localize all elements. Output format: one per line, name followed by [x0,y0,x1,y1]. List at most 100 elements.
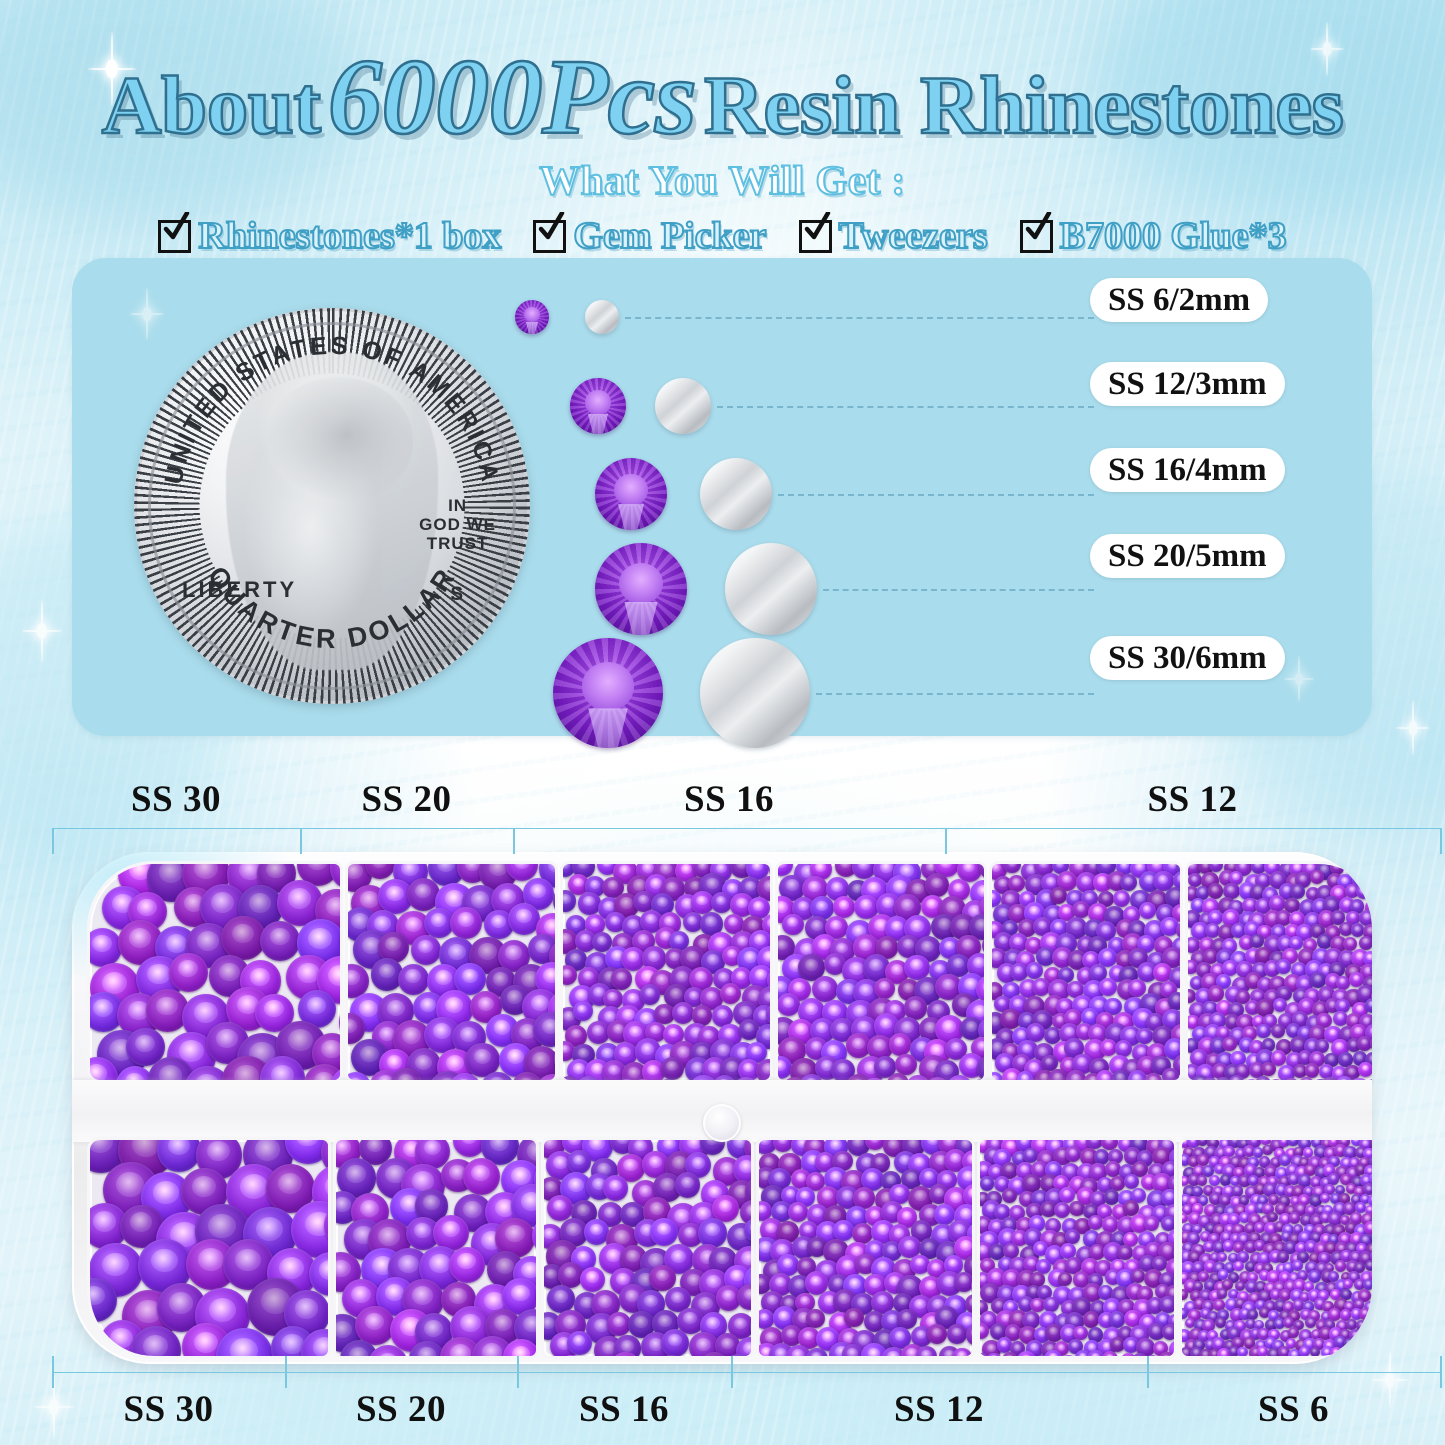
rhinestone [547,990,555,1026]
rhinestone [1290,883,1306,899]
rhinestone [895,1053,917,1076]
rhinestone [888,1033,912,1056]
rhinestone [1316,933,1332,949]
box-compartment [777,864,985,1080]
size-label-pill: SS 6/2mm [1090,278,1269,322]
rhinestone [654,1004,675,1025]
ruler-top [52,828,1442,854]
rhinestone [979,864,985,881]
rhinestone [712,1074,737,1080]
rhinestone [183,1065,232,1080]
checkbox-checked-icon [533,211,567,253]
rhinestone [1277,1251,1289,1263]
rhinestone [553,885,555,917]
rhinestone [711,1005,734,1027]
rhinestone [1369,1036,1372,1051]
size-label-pill: SS 12/3mm [1090,362,1285,406]
rhinestone [645,1021,667,1043]
rhinestone [1261,1062,1276,1077]
rhinestone [1087,1214,1103,1230]
rhinestone [562,1076,580,1080]
rhinestone [947,878,970,901]
rhinestone [947,1324,967,1344]
rhinestone [1340,1349,1351,1356]
rhinestone [348,1072,372,1080]
rhinestone [1113,890,1130,908]
rhinestone-fill [777,864,985,1080]
rhinestone [1138,902,1156,920]
rhinestone [976,976,985,1004]
rhinestone [746,864,769,880]
rhinestone [117,919,164,966]
rhinestone [557,1262,583,1288]
rhinestone [825,877,850,902]
rhinestone [1181,1289,1189,1300]
rhinestone [651,892,675,916]
rhinestone [1143,1216,1159,1232]
ruler-tick [1147,1356,1149,1388]
rhinestone [259,1056,306,1080]
ruler-tick [52,1356,54,1388]
rhinestone [448,1073,481,1080]
rhinestone [348,964,369,998]
flatback-disc-sample [700,458,772,530]
rhinestone [577,1075,600,1080]
rhinestone [1066,1070,1086,1080]
quarter-dollar-coin: UNITED STATES OF AMERICA QUARTER DOLLAR … [134,308,530,704]
rhinestone [757,875,770,902]
rhinestone [952,1347,972,1356]
rhinestone [339,997,341,1048]
rhinestone-sample [595,458,667,530]
rhinestone [377,931,410,964]
box-compartment [562,864,770,1080]
rhinestone [1271,1023,1285,1038]
rhinestone [578,892,601,915]
rhinestone [745,1041,768,1064]
rhinestone [613,1042,637,1066]
rhinestone [260,920,301,961]
rhinestone [810,864,832,880]
rhinestone [602,988,623,1009]
leader-line [717,406,1094,408]
box-compartment [979,1140,1174,1356]
rhinestone [90,1056,118,1080]
checklist-item-label: B7000 Glue*3 [1059,214,1288,258]
rhinestone [748,964,770,990]
checklist-item-label: Tweezers [838,214,989,258]
rhinestone [565,949,587,971]
rhinestone [720,983,742,1005]
checklist: Rhinestones*1 box Gem Picker Tweezers B7000… [0,211,1445,258]
rhinestone [330,864,341,890]
rhinestone-sample [570,378,626,434]
rhinestone [1287,1326,1299,1338]
rhinestone [1161,1323,1174,1340]
rhinestone [920,894,945,918]
rhinestone [1304,1063,1319,1078]
rhinestone [605,911,626,933]
rhinestone [979,1176,995,1192]
leader-line [625,317,1094,319]
rhinestone [739,1019,760,1040]
rhinestone [631,1078,655,1080]
coin-liberty-text: LIBERTY [182,577,298,602]
rhinestone [1196,1174,1208,1186]
rhinestone [621,1062,648,1080]
checkbox-checked-icon [798,211,832,253]
rhinestone [897,935,920,959]
rhinestone [939,936,961,959]
size-label: SS 16 [579,1389,669,1430]
rhinestone [1334,1260,1347,1272]
rhinestone-fill [1187,864,1372,1080]
rhinestone [660,1057,684,1080]
size-comparison-panel: UNITED STATES OF AMERICA QUARTER DOLLAR … [72,258,1372,748]
rhinestone-storage-box [72,852,1372,1364]
rhinestone [406,877,440,911]
rhinestone [562,965,577,986]
rhinestone [633,890,655,913]
rhinestone [596,864,618,875]
ruler-tick [300,828,302,854]
rhinestone [737,1284,751,1311]
rhinestone [773,1140,793,1152]
rhinestone [639,909,663,933]
rhinestone [602,1060,627,1080]
